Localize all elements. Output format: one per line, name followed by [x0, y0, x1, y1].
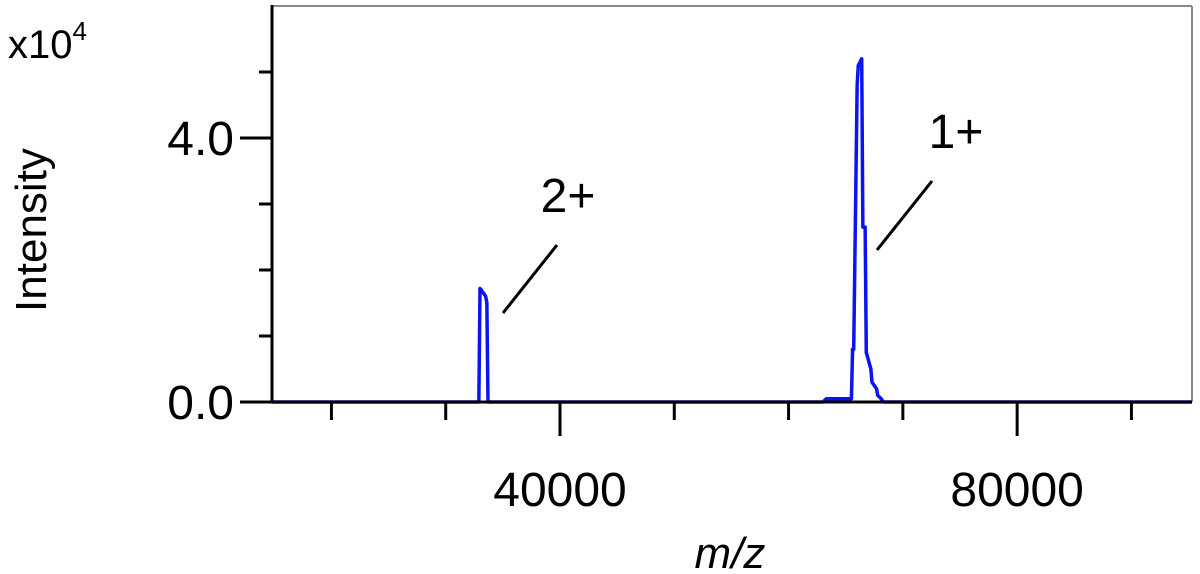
x-tick-label: 80000 — [950, 464, 1083, 517]
y-multiplier: x104 — [8, 16, 87, 67]
annotation: 2+ — [541, 170, 596, 223]
spectrum-line — [272, 57, 1192, 404]
annotation: 1+ — [929, 106, 984, 159]
y-tick-label: 4.0 — [167, 113, 234, 166]
annotation-leader — [501, 244, 559, 314]
x-axis-label: m/z — [695, 529, 766, 574]
y-tick-label: 0.0 — [167, 377, 234, 430]
x-tick-label: 40000 — [493, 464, 626, 517]
y-axis-label: Intensity — [7, 148, 56, 312]
annotation-leader — [875, 180, 934, 251]
